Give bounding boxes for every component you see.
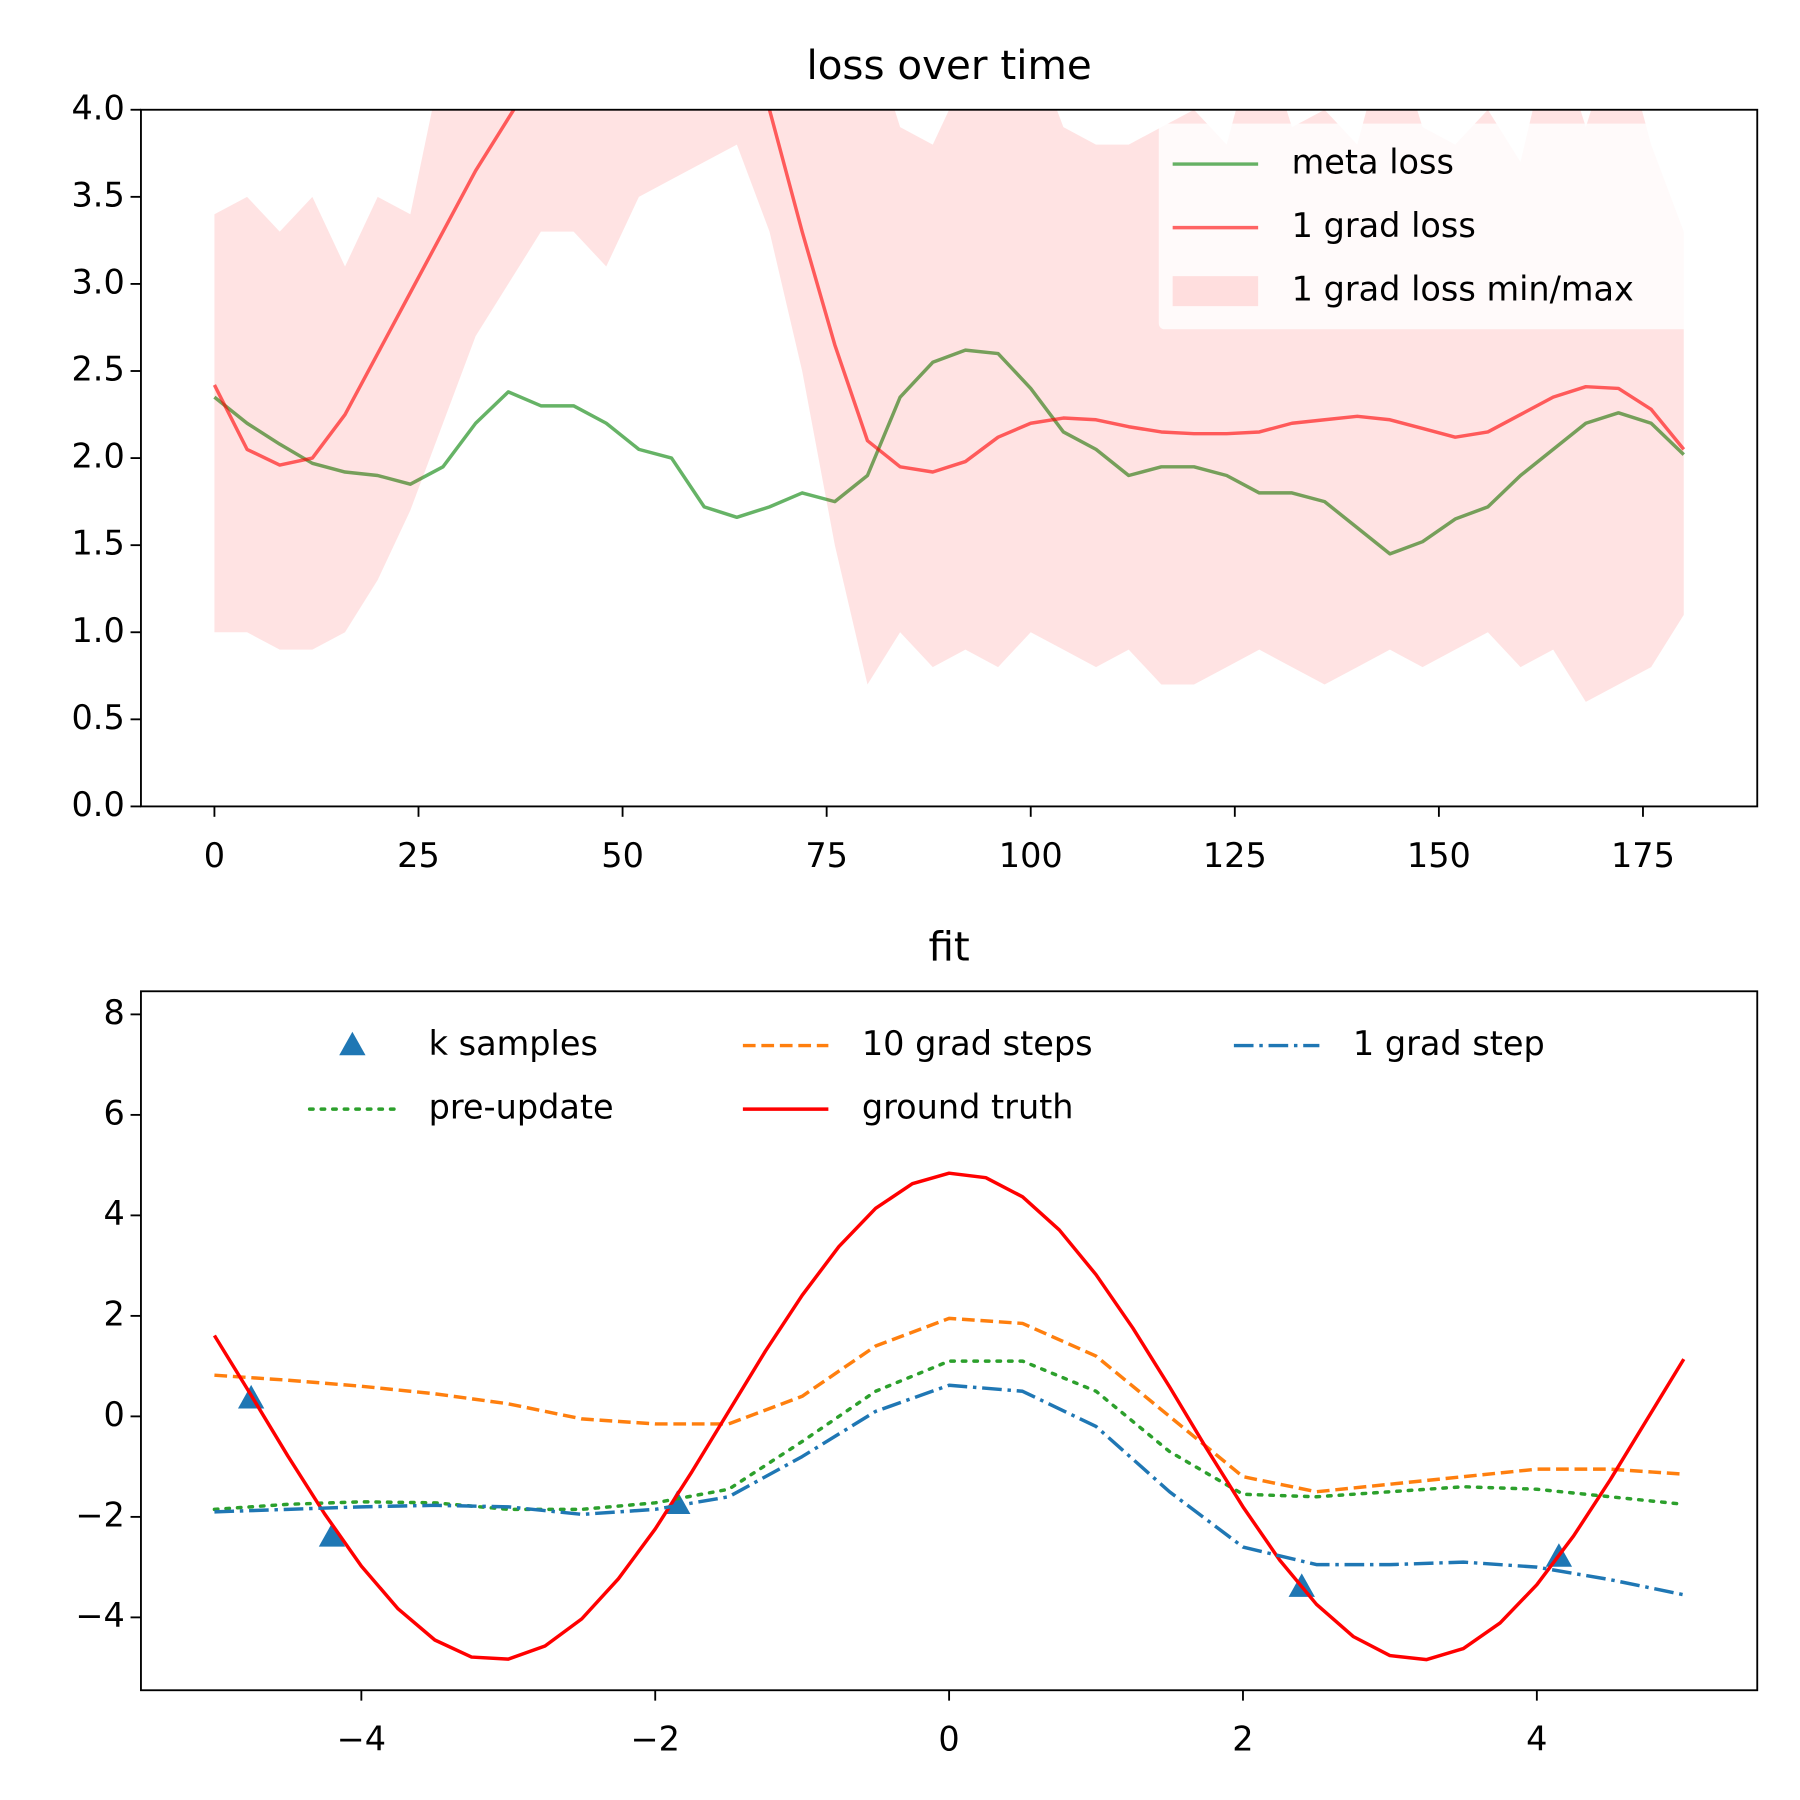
y-tick-label: −4 [75, 1596, 124, 1635]
legend-label: 1 grad loss min/max [1292, 270, 1634, 309]
y-tick-label: 8 [103, 993, 124, 1032]
y-tick-label: 6 [103, 1093, 124, 1132]
y-tick-label: −2 [75, 1495, 124, 1534]
legend-swatch [1172, 276, 1259, 307]
legend-label: ground truth [862, 1088, 1074, 1127]
series-line [214, 1383, 1685, 1597]
y-tick-label: 4.0 [71, 88, 124, 127]
y-tick-label: 3.0 [71, 262, 124, 301]
series-line [213, 348, 1685, 556]
y-tick-label: 1.0 [71, 611, 124, 650]
plot-area [212, 1171, 1686, 1662]
x-tick-label: 4 [1526, 1720, 1547, 1759]
x-tick-label: 0 [938, 1720, 959, 1759]
x-tick-label: 25 [397, 836, 440, 875]
chart-title: fit [928, 923, 969, 971]
legend-label: pre-update [429, 1088, 614, 1127]
legend-label: 10 grad steps [862, 1024, 1093, 1063]
legend: k samples pre-update 10 grad steps ground t… [307, 1024, 1545, 1127]
y-tick-label: 1.5 [71, 524, 124, 563]
series-line [214, 1316, 1684, 1494]
x-tick-label: 0 [204, 836, 225, 875]
chart: fit −4 −2 0 2 4 −4 −2 0 2 4 6 8 k samples pre-update 10… [75, 923, 1759, 1759]
x-tick-label: 150 [1407, 836, 1471, 875]
y-tick-label: 2 [103, 1294, 124, 1333]
sample-marker [318, 1523, 346, 1547]
x-tick-label: 50 [601, 836, 644, 875]
chart-title: loss over time [806, 41, 1091, 89]
y-tick-label: 2.5 [71, 350, 124, 389]
y-tick-label: 4 [103, 1194, 124, 1233]
legend-label: 1 grad step [1353, 1024, 1545, 1063]
legend-label: 1 grad loss [1292, 206, 1476, 245]
chart: loss over time 0 25 50 75 100 125 150 175 0.0 0.5 1… [71, 41, 1759, 875]
series-line [212, 1171, 1686, 1662]
x-tick-label: −2 [631, 1720, 680, 1759]
x-tick-label: 100 [999, 836, 1063, 875]
y-tick-label: 2.0 [71, 437, 124, 476]
legend-label: k samples [429, 1024, 598, 1063]
x-tick-label: 175 [1611, 836, 1675, 875]
legend: meta loss 1 grad loss 1 grad loss min/max [1158, 123, 1745, 330]
x-tick-label: 2 [1232, 1720, 1253, 1759]
x-tick-label: 125 [1203, 836, 1267, 875]
y-tick-label: 0.5 [71, 698, 124, 737]
legend-label: meta loss [1292, 143, 1454, 182]
x-tick-label: 75 [805, 836, 848, 875]
series-line [212, 109, 1686, 474]
x-tick-label: −4 [337, 1720, 386, 1759]
legend-frame [1158, 123, 1745, 330]
y-tick-label: 0 [103, 1395, 124, 1434]
y-tick-label: 3.5 [71, 175, 124, 214]
y-tick-label: 0.0 [71, 785, 124, 824]
legend-marker [339, 1031, 366, 1056]
